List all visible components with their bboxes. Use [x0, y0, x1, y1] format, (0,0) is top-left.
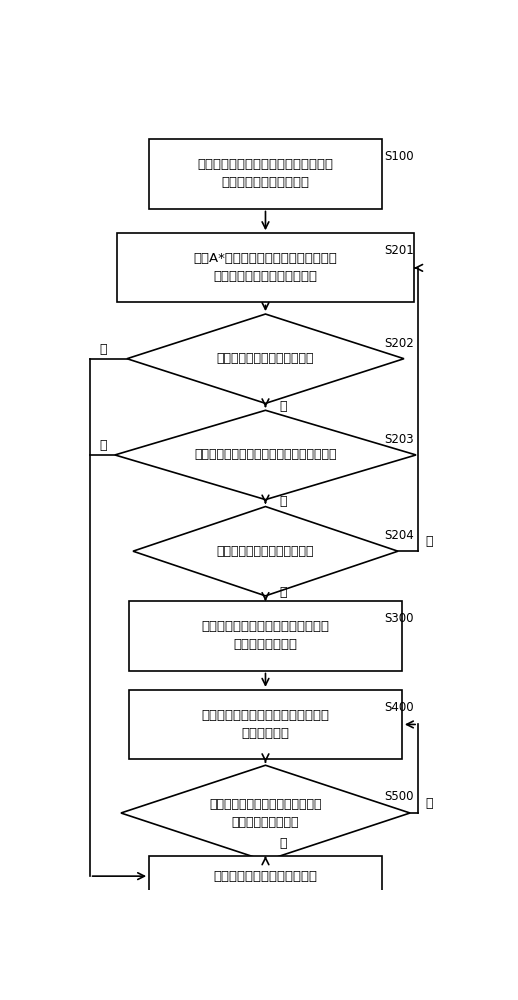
Text: 判定所述当前节点是否为拐点: 判定所述当前节点是否为拐点 [217, 545, 314, 558]
Text: 是: 是 [280, 837, 287, 850]
Text: 利用A*算法搜索获得路径节点并获得初
始节点、当前节点、辅助节点: 利用A*算法搜索获得路径节点并获得初 始节点、当前节点、辅助节点 [194, 252, 337, 283]
Text: 否: 否 [280, 400, 287, 413]
Text: 判定从当前节点是否可直接到达目标点位置: 判定从当前节点是否可直接到达目标点位置 [194, 448, 337, 461]
Text: S204: S204 [384, 529, 414, 542]
Bar [149, 139, 382, 209]
Text: 判断移动机器人从所述样点是否能
直达所述目标点位置: 判断移动机器人从所述样点是否能 直达所述目标点位置 [209, 798, 322, 828]
Text: 是: 是 [280, 586, 287, 599]
Text: S400: S400 [384, 701, 413, 714]
Text: S202: S202 [384, 337, 414, 350]
Text: 是: 是 [99, 439, 107, 452]
Polygon shape [127, 314, 404, 403]
Polygon shape [121, 765, 410, 861]
Bar [149, 856, 382, 896]
Bar [129, 690, 402, 759]
Bar [117, 233, 414, 302]
Text: 通过撒点操作获得若干样点筛选出符
合要求的样点: 通过撒点操作获得若干样点筛选出符 合要求的样点 [202, 709, 329, 740]
Text: 否: 否 [425, 797, 433, 810]
Polygon shape [133, 507, 398, 596]
Bar [129, 601, 402, 671]
Text: 否: 否 [280, 495, 287, 508]
Text: 获取所述路径节点中的拐点在所述拐
点处进行撒点操作: 获取所述路径节点中的拐点在所述拐 点处进行撒点操作 [202, 620, 329, 651]
Text: 判断所述当前节点是否为终点: 判断所述当前节点是否为终点 [217, 352, 314, 365]
Text: S201: S201 [384, 244, 414, 257]
Text: 否: 否 [425, 535, 433, 548]
Text: S100: S100 [384, 150, 413, 163]
Text: 建立待测环境的栅格地图标记出障碍物
在所述栅格地图中的位置: 建立待测环境的栅格地图标记出障碍物 在所述栅格地图中的位置 [197, 158, 334, 189]
Polygon shape [115, 410, 416, 500]
Text: S203: S203 [384, 433, 413, 446]
Text: 保存路径并结束路径规划过程: 保存路径并结束路径规划过程 [213, 870, 318, 883]
Text: 是: 是 [99, 343, 107, 356]
Text: S500: S500 [384, 790, 413, 803]
Text: S300: S300 [384, 612, 413, 625]
